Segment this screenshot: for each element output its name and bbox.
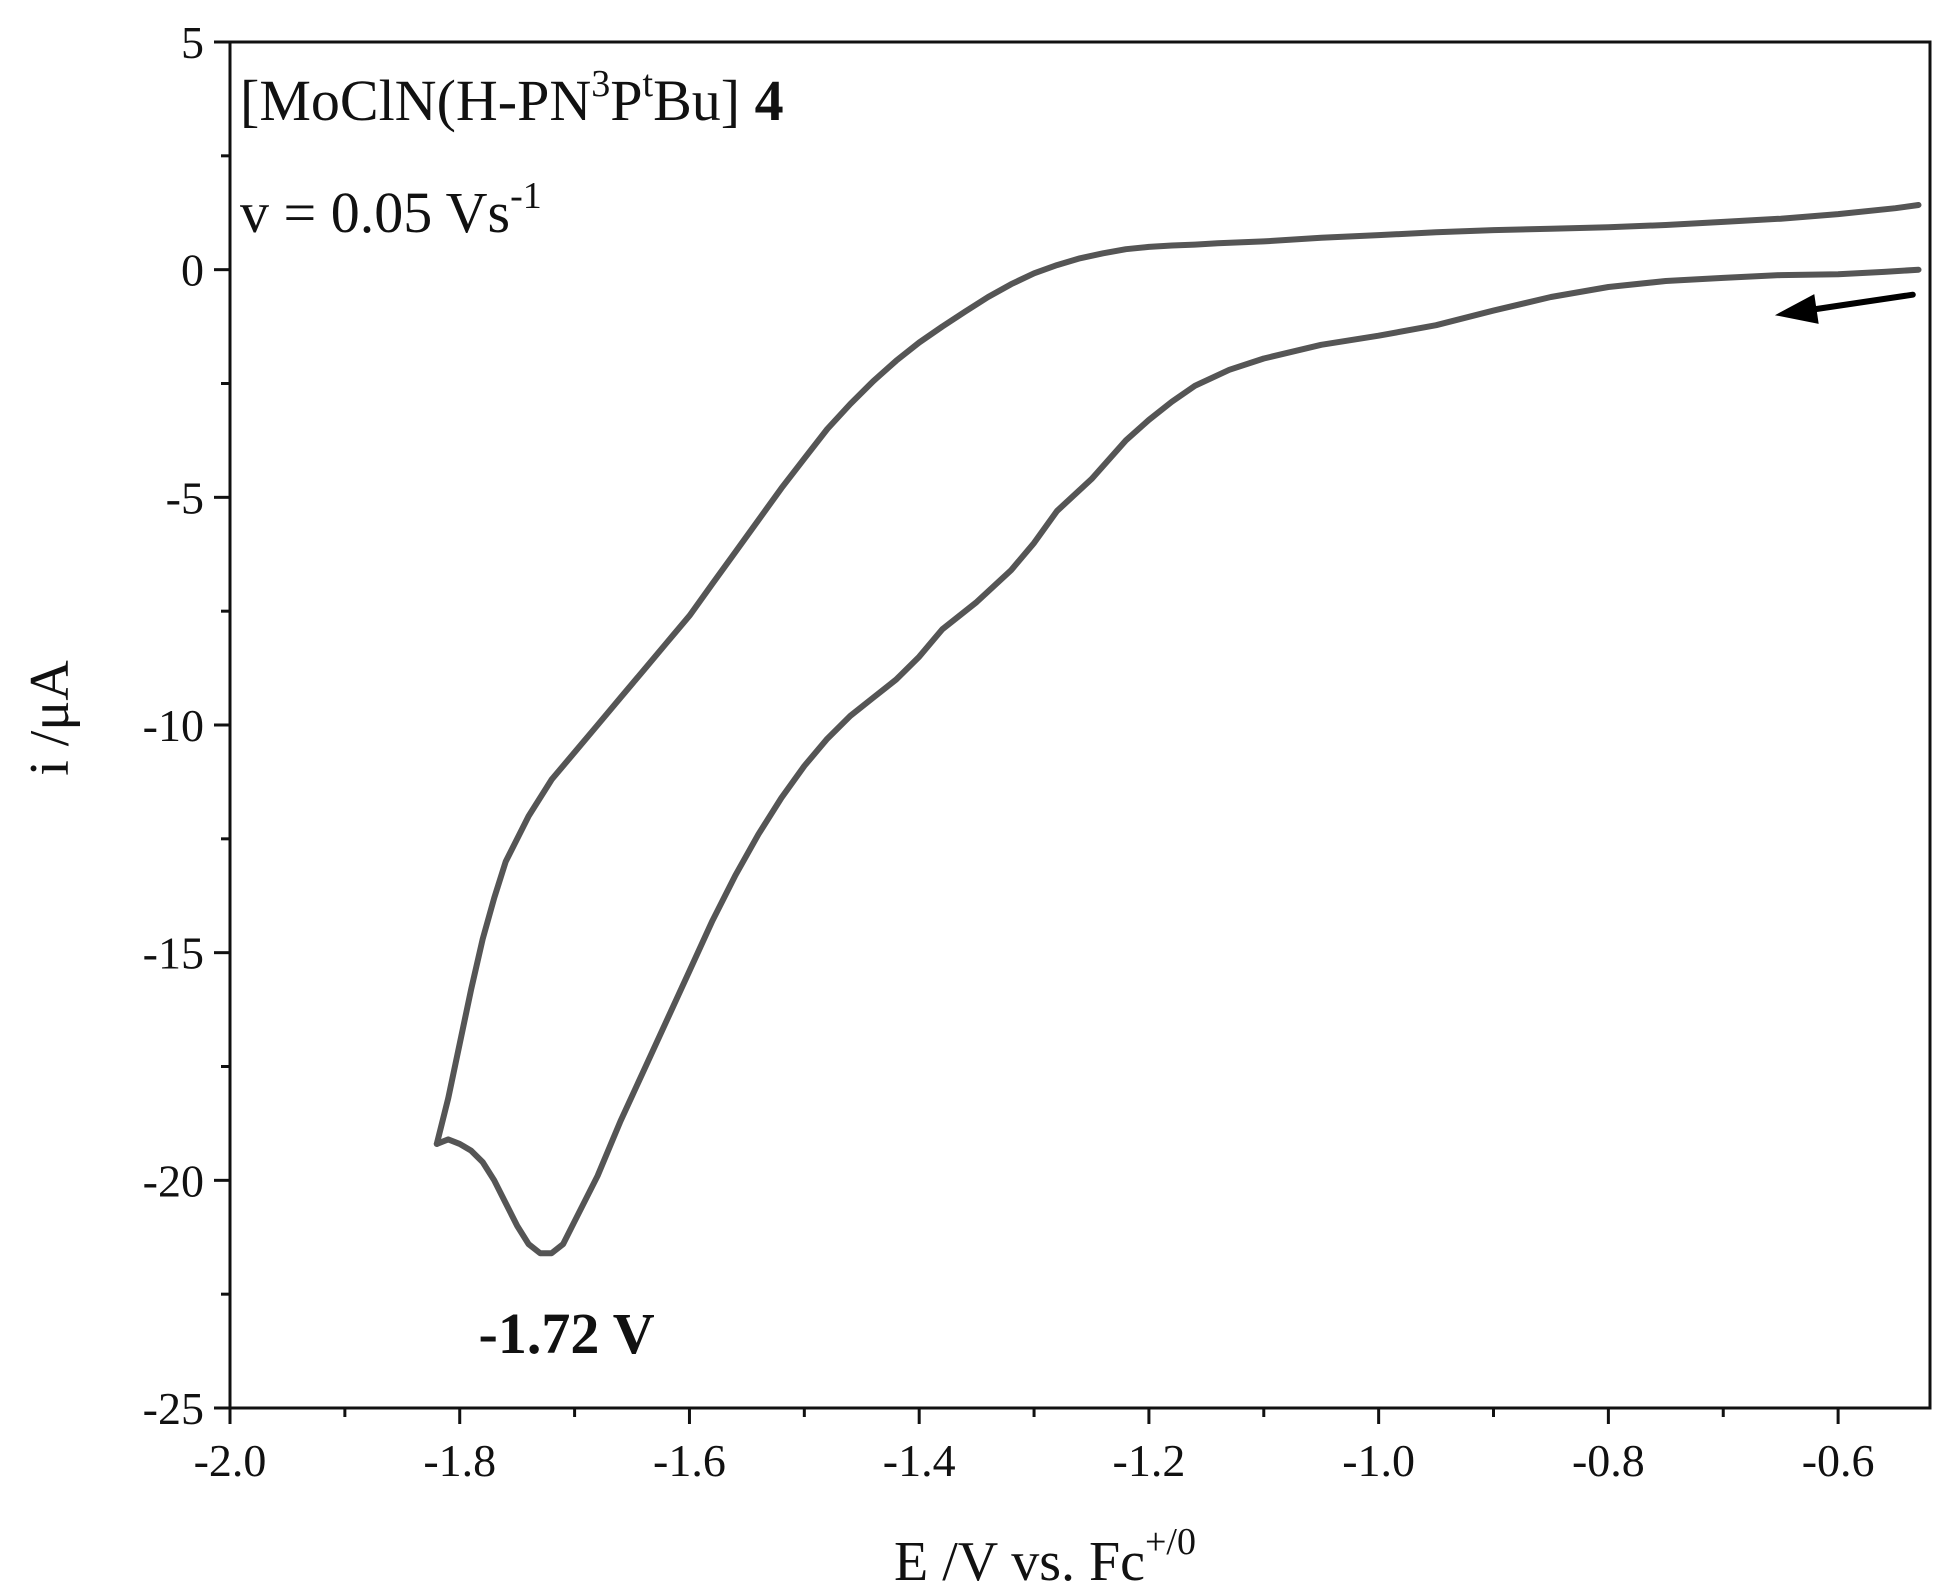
scan-rate-unit-sup: -1 <box>510 175 542 217</box>
x-tick-label: -1.4 <box>883 1435 956 1486</box>
curve-layer <box>433 202 1922 1257</box>
x-tick-label: -1.2 <box>1113 1435 1186 1486</box>
peak-potential-label: -1.72 V <box>479 1301 655 1366</box>
plot-frame <box>228 40 1932 1410</box>
scan-rate-label: v = 0.05 Vs-1 <box>240 175 542 245</box>
y-tick-label: -10 <box>143 700 204 751</box>
x-tick-label: -0.6 <box>1802 1435 1875 1486</box>
x-axis-title: E /V vs. Fc+/0 <box>894 1521 1196 1592</box>
y-tick-label: 5 <box>181 17 204 68</box>
compound-label: [MoClN(H-PN3PtBu] 4 <box>240 63 784 133</box>
scan-direction-arrow-shaft <box>1813 291 1916 313</box>
scan-direction-arrow-head <box>1774 294 1819 324</box>
cathodic-sweep-line <box>433 266 1922 1257</box>
y-tick-label: -5 <box>166 472 204 523</box>
x-tick-label: -2.0 <box>194 1435 267 1486</box>
x-axis-title-sup: +/0 <box>1145 1521 1196 1563</box>
y-tick-label: -15 <box>143 928 204 979</box>
axes-layer: -2.0 -1.8 -1.6 -1.4 -1.2 -1.0 -0.8 -0.6 5 0 -5 -10 -… <box>143 17 1932 1486</box>
y-tick-label: -20 <box>143 1155 204 1206</box>
anodic-sweep-line <box>433 202 1922 1147</box>
x-tick-label: -1.6 <box>653 1435 726 1486</box>
x-tick-label: -1.0 <box>1342 1435 1415 1486</box>
y-tick-label: -25 <box>143 1383 204 1434</box>
x-tick-label: -1.8 <box>423 1435 496 1486</box>
y-axis-title: i /μA <box>19 660 81 776</box>
compound-label-sup2: t <box>643 63 654 105</box>
compound-label-sup1: 3 <box>591 63 610 105</box>
compound-number: 4 <box>755 68 784 133</box>
x-tick-label: -0.8 <box>1572 1435 1645 1486</box>
y-tick-label: 0 <box>181 245 204 296</box>
